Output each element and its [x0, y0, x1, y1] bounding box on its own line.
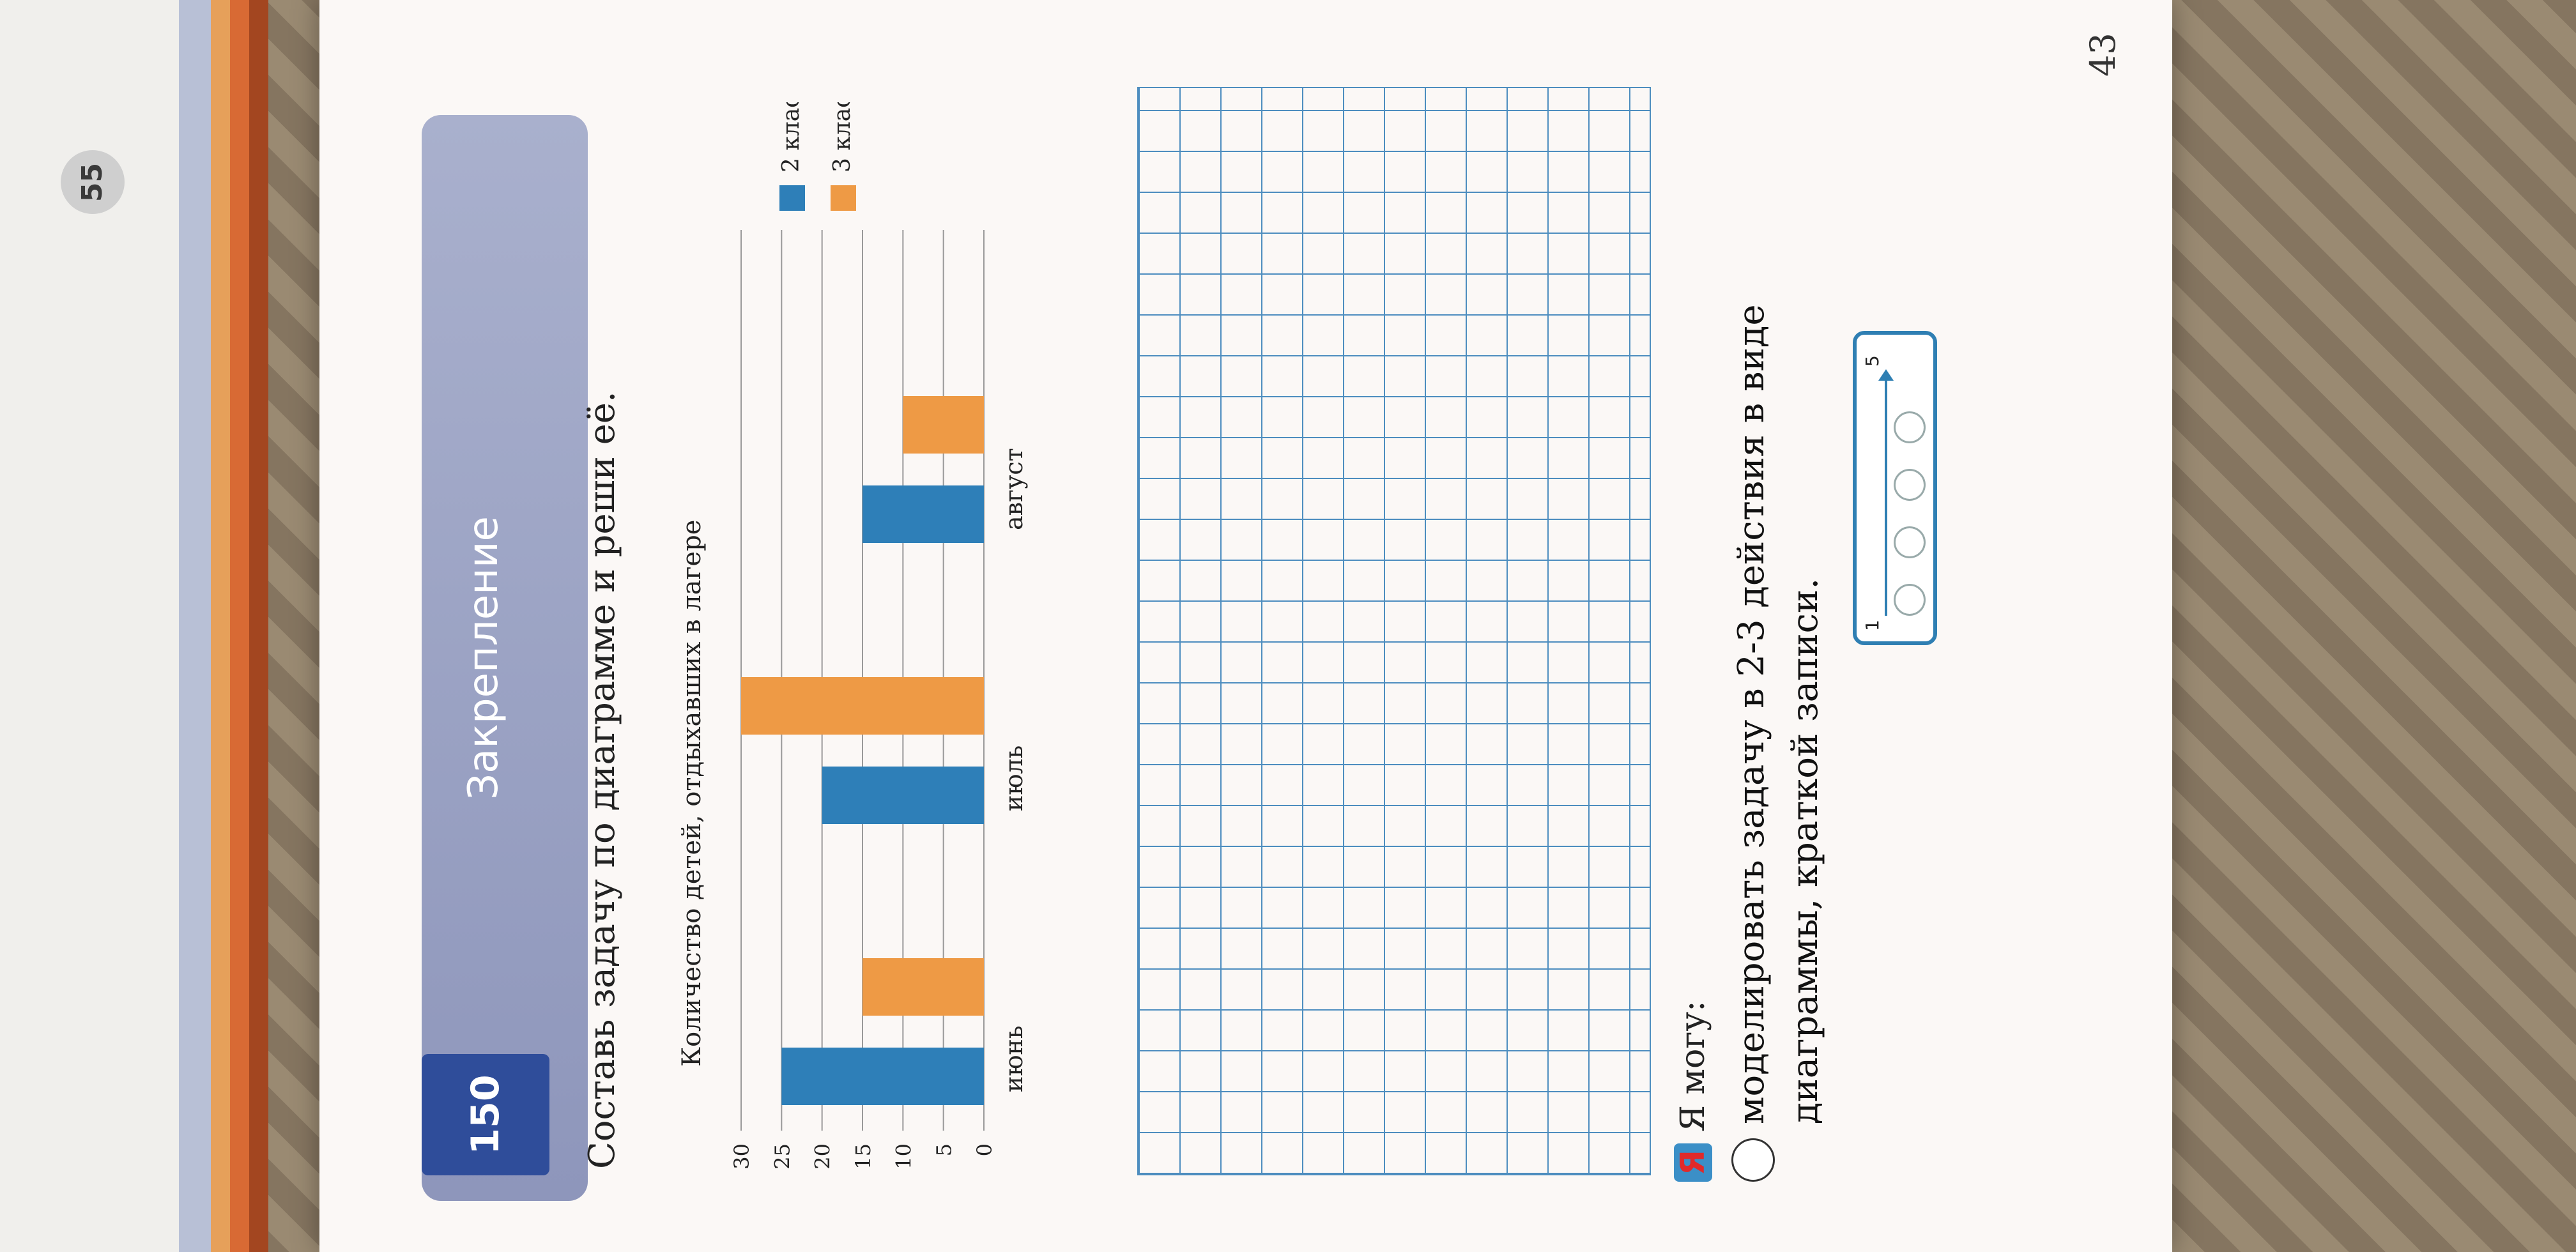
legend-label: 2 класс — [778, 102, 804, 172]
scale-end-label: 5 — [1862, 355, 1883, 367]
y-tick-label: 20 — [811, 1143, 835, 1170]
legend-swatch — [779, 185, 805, 211]
x-category-label: июнь — [1000, 1026, 1028, 1092]
previous-page-number-label: 55 — [76, 162, 109, 202]
skill-text: моделировать задачу в 2-3 действия в вид… — [1731, 304, 1826, 1125]
previous-page-edge: 55 — [0, 0, 268, 1252]
x-category-label: август — [1000, 448, 1028, 530]
y-tick-label: 5 — [932, 1143, 956, 1156]
scale-circle[interactable] — [1894, 584, 1926, 616]
skill-checkbox[interactable] — [1731, 1138, 1775, 1182]
bar-июнь-0 — [781, 1048, 984, 1105]
scale-circle[interactable] — [1894, 411, 1926, 443]
y-tick-label: 0 — [972, 1143, 997, 1156]
y-tick-label: 25 — [770, 1143, 794, 1170]
page-content: Закрепление 150 Составь задачу по диагра… — [319, 0, 2172, 1252]
chart-title: Количество детей, отдыхавших в лагере — [677, 519, 707, 1067]
bar-июль-1 — [741, 677, 984, 735]
bar-август-0 — [862, 485, 984, 543]
section-header: Закрепление — [422, 115, 588, 1201]
legend-label: 3 класс — [829, 102, 855, 172]
textbook-page: Закрепление 150 Составь задачу по диагра… — [319, 0, 2172, 1252]
bar-июнь-1 — [862, 958, 984, 1016]
ya-mogu-label: Я могу: — [1674, 1000, 1712, 1132]
scale-start-label: 1 — [1862, 620, 1883, 631]
scale-arrow-icon — [1885, 379, 1887, 616]
task-number: 150 — [463, 1074, 508, 1155]
ya-mogu-header: Я Я могу: — [1674, 96, 1712, 1182]
previous-page-number: 55 — [61, 150, 125, 214]
task-instruction: Составь задачу по диаграмме и реши её. — [581, 391, 623, 1169]
task-number-badge: 150 — [422, 1054, 549, 1175]
scale-circle[interactable] — [1894, 526, 1926, 558]
y-tick-label: 30 — [730, 1143, 754, 1170]
x-category-label: июль — [1000, 745, 1028, 811]
section-title: Закрепление — [460, 516, 507, 800]
y-tick-label: 15 — [851, 1143, 875, 1170]
scale-circle[interactable] — [1894, 469, 1926, 501]
bar-chart: 0 5 10 15 20 25 30 июнь июль август 2 класс 3 класс — [730, 102, 1028, 1170]
self-assessment-scale: 1 5 — [1853, 331, 1937, 645]
page-number: 43 — [2083, 33, 2123, 77]
bar-июль-0 — [822, 767, 984, 824]
y-tick-label: 10 — [891, 1143, 916, 1170]
bar-август-1 — [903, 396, 985, 454]
answer-grid[interactable] — [1137, 87, 1651, 1175]
ya-icon: Я — [1674, 1143, 1712, 1182]
legend-swatch — [831, 185, 856, 211]
